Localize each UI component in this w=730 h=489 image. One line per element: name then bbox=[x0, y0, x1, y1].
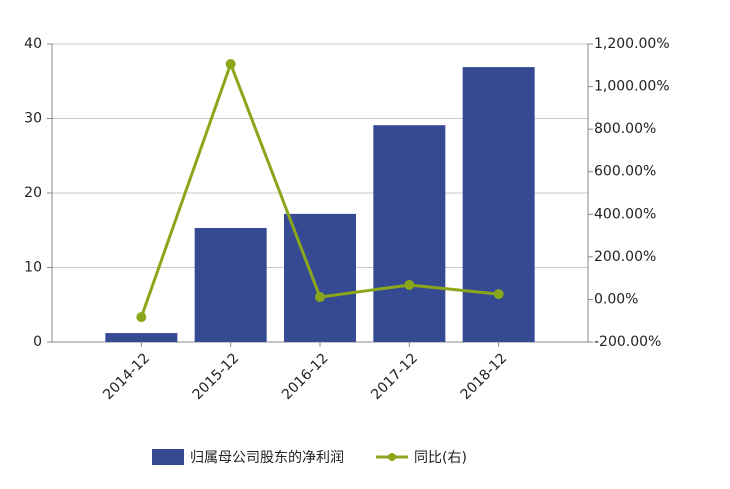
bar bbox=[194, 228, 267, 342]
legend-swatch bbox=[388, 453, 396, 461]
y2-tick-label: 200.00% bbox=[594, 249, 656, 265]
legend-label: 同比(右) bbox=[414, 450, 467, 466]
point bbox=[225, 59, 236, 70]
y2-tick-label: 800.00% bbox=[594, 121, 656, 137]
x-tick-label: 2016-12 bbox=[279, 350, 332, 403]
y2-tick-label: 1,200.00% bbox=[594, 36, 670, 52]
y2-tick-label: 1,000.00% bbox=[594, 79, 670, 95]
y-tick-label: 0 bbox=[33, 334, 42, 350]
x-tick-label: 2014-12 bbox=[100, 350, 153, 403]
x-tick-label: 2018-12 bbox=[458, 350, 511, 403]
x-tick-label: 2017-12 bbox=[368, 350, 421, 403]
x-tick-label: 2015-12 bbox=[190, 350, 243, 403]
legend-swatch bbox=[152, 449, 184, 465]
point bbox=[136, 312, 147, 323]
y-tick-label: 30 bbox=[24, 111, 42, 127]
bar bbox=[105, 333, 178, 342]
y-tick-label: 20 bbox=[24, 185, 42, 201]
point bbox=[315, 292, 325, 303]
legend-label: 归属母公司股东的净利润 bbox=[190, 449, 344, 466]
y-tick-label: 10 bbox=[24, 260, 42, 276]
bar bbox=[373, 125, 446, 342]
y2-tick-label: 400.00% bbox=[594, 206, 656, 222]
y2-tick-label: 0.00% bbox=[594, 291, 638, 307]
y-tick-label: 40 bbox=[24, 36, 42, 52]
point bbox=[404, 279, 415, 290]
y2-tick-label: 600.00% bbox=[594, 164, 656, 180]
bar bbox=[462, 67, 535, 342]
point bbox=[493, 289, 504, 300]
y2-tick-label: -200.00% bbox=[594, 334, 661, 350]
